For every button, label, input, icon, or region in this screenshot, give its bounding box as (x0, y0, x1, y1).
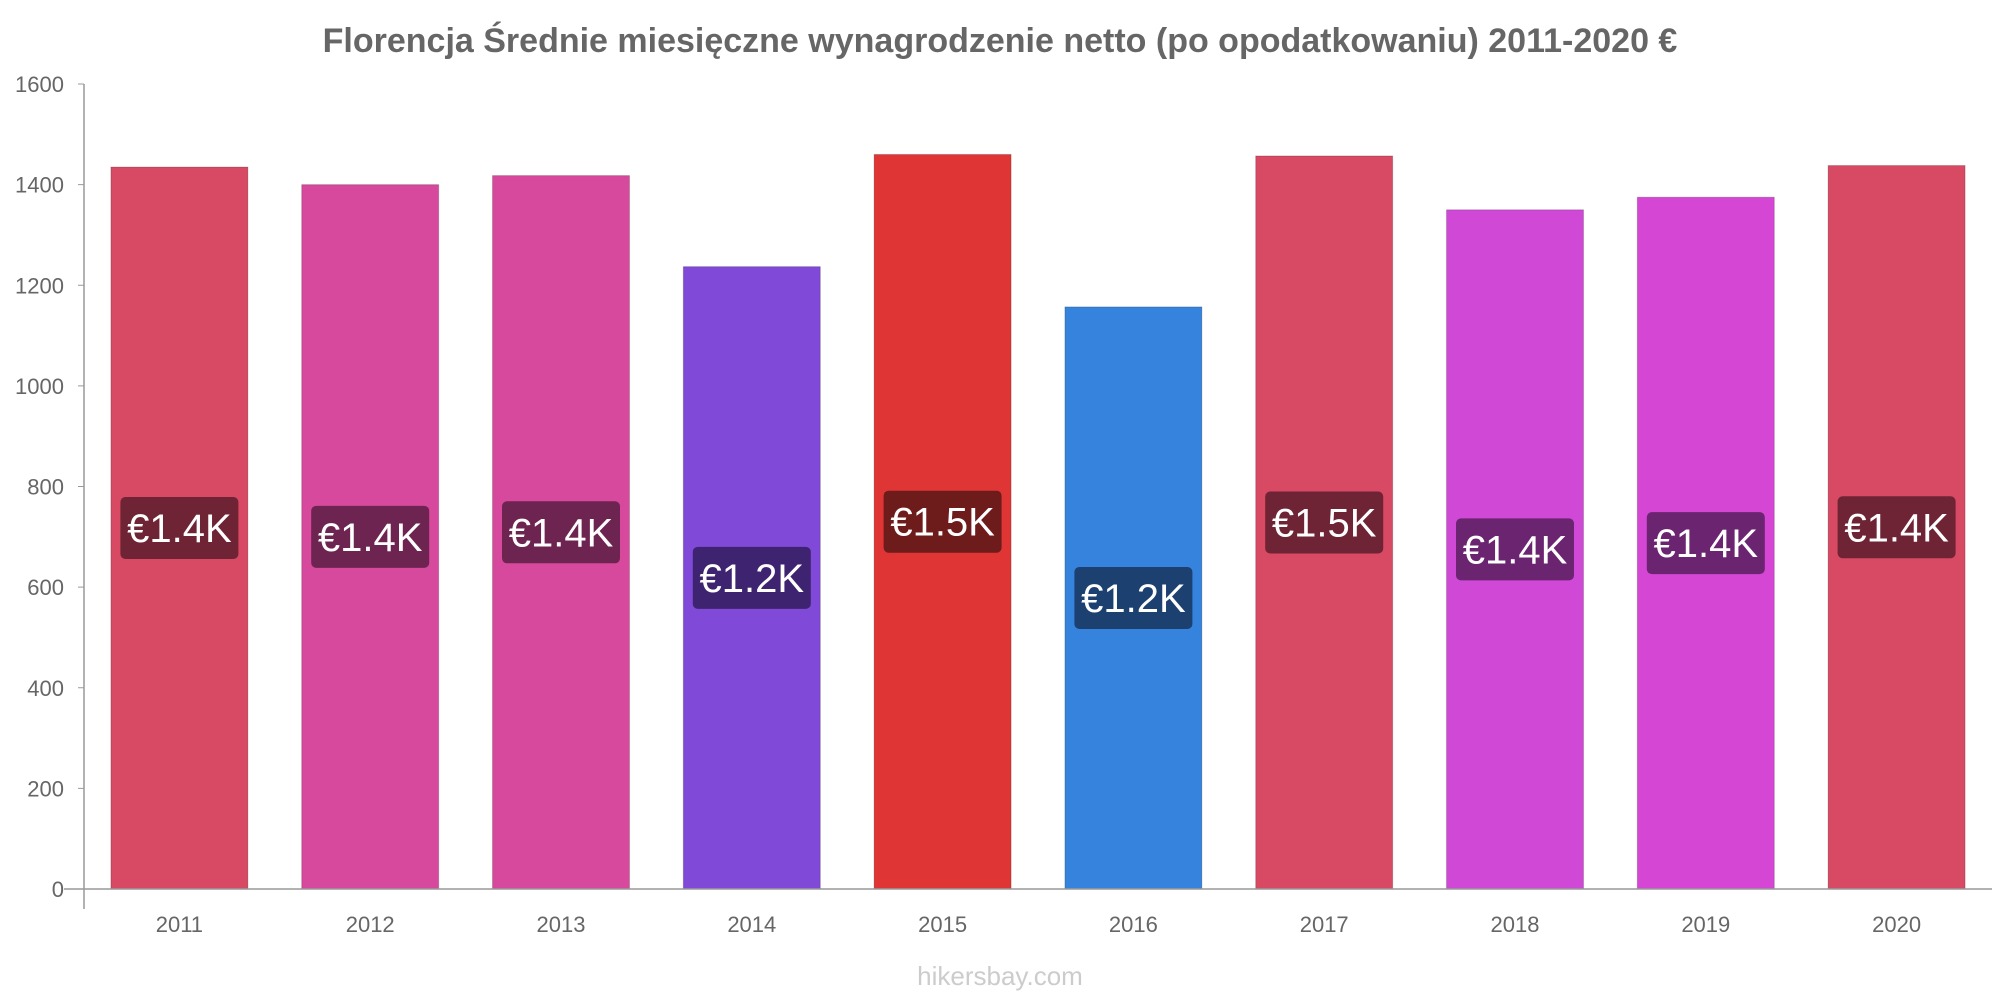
chart-title: Florencja Średnie miesięczne wynagrodzen… (323, 22, 1678, 60)
x-tick-label-2016: 2016 (1109, 912, 1158, 937)
y-tick-label: 1200 (15, 273, 64, 298)
data-label-2015: €1.5K (890, 501, 995, 545)
data-label-2020: €1.4K (1844, 506, 1949, 550)
data-label-bg-2012 (311, 505, 430, 568)
data-label-2018: €1.4K (1463, 528, 1568, 572)
x-tick-label-2011: 2011 (156, 912, 203, 937)
y-tick-label: 600 (27, 575, 64, 600)
y-tick-label: 800 (27, 475, 64, 500)
data-label-2014: €1.2K (700, 557, 805, 601)
y-tick-label: 1000 (15, 374, 64, 399)
x-tick-label-2018: 2018 (1491, 912, 1540, 937)
data-label-2019: €1.4K (1654, 522, 1759, 566)
x-tick-label-2013: 2013 (537, 912, 586, 937)
data-label-2011: €1.4K (127, 507, 232, 551)
data-label-2017: €1.5K (1272, 501, 1377, 545)
x-axis: 2011 2012 2013 2014 2015 2016 2017 2018 2019 2020 (64, 888, 1992, 937)
y-tick-label: 200 (27, 776, 64, 801)
data-label-2013: €1.4K (509, 511, 614, 555)
x-tick-label-2017: 2017 (1300, 912, 1349, 937)
x-tick-label-2020: 2020 (1872, 912, 1921, 937)
data-label-bg-2020 (1837, 496, 1956, 559)
y-tick-label: 400 (27, 676, 64, 701)
bars: €1.4K €1.4K €1.4K €1.2K €1.5K €1.2K €1.5K €1.4K… (110, 153, 1966, 890)
data-label-bg-2017 (1265, 491, 1384, 554)
data-label-bg-2016 (1074, 566, 1193, 629)
data-label-bg-2018 (1456, 518, 1574, 581)
y-tick-label: 1600 (15, 72, 64, 97)
data-label-bg-2011 (120, 497, 239, 560)
x-tick-label-2012: 2012 (346, 912, 395, 937)
x-tick-label-2014: 2014 (727, 912, 776, 937)
data-label-bg-2015 (883, 490, 1002, 553)
footer-watermark: hikersbay.com (917, 961, 1083, 991)
y-tick-label: 1400 (15, 173, 64, 198)
y-tick-label: 0 (52, 877, 64, 902)
x-tick-label-2015: 2015 (918, 912, 967, 937)
data-label-bg-2014 (692, 546, 811, 609)
y-axis: 0 200 400 600 800 1000 1200 1400 1600 (15, 72, 85, 909)
data-label-bg-2013 (502, 501, 620, 564)
data-label-2012: €1.4K (318, 516, 423, 560)
data-label-bg-2019 (1646, 512, 1765, 575)
x-tick-label-2019: 2019 (1681, 912, 1730, 937)
data-label-2016: €1.2K (1081, 577, 1186, 621)
